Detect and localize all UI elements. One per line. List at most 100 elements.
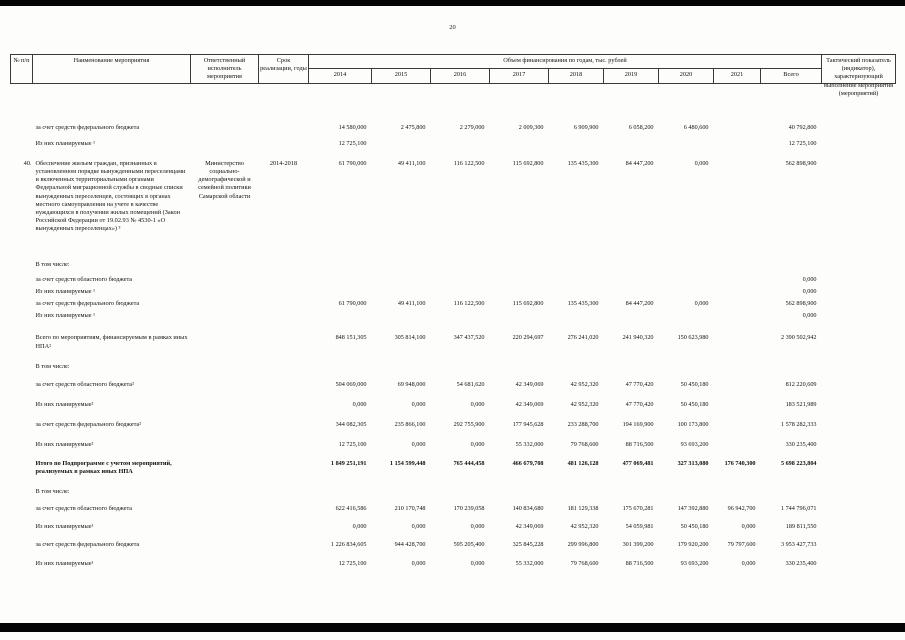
cell-value-Всего: 330 235,400 [785, 441, 817, 449]
cell-term [259, 355, 309, 375]
page-number: 20 [449, 24, 456, 31]
cell-value-2018: 79 768,600 [570, 441, 599, 449]
cell-term [259, 518, 309, 536]
cell-value-2015: 0,000 [411, 523, 426, 531]
cell-value-2014: 848 151,305 [335, 334, 367, 342]
cell-executor [191, 395, 259, 415]
cell-value-2017: 55 332,000 [515, 559, 544, 567]
cell-name: за счет средств областного бюджета² [35, 380, 134, 388]
cell-indicator [822, 456, 896, 480]
cell-value-2019: 47 770,420 [625, 380, 654, 388]
cell-value-Всего: 189 811,550 [785, 523, 817, 531]
cell-value-2019: 175 670,281 [622, 505, 654, 513]
cell-term: 2014-2018 [269, 159, 298, 167]
cell-value-2020: 0,000 [694, 299, 709, 307]
cell-num [11, 435, 33, 455]
cell-value-2018: 79 768,600 [570, 559, 599, 567]
cell-value-Всего [761, 237, 822, 273]
cell-value-2020 [659, 355, 714, 375]
cell-value-2021 [714, 83, 761, 136]
cell-term [259, 237, 309, 273]
col-header-name: Наименование мероприятия [32, 54, 191, 84]
cell-value-2019: 47 770,420 [625, 401, 654, 409]
cell-value-2014 [309, 274, 372, 286]
cell-value-2021 [714, 415, 761, 435]
cell-value-2019: 84 447,200 [625, 299, 654, 307]
col-header-num: № п/п [10, 54, 33, 84]
cell-indicator [822, 322, 896, 354]
table-row: за счет средств областного бюджета 622 41… [11, 500, 896, 518]
cell-indicator [822, 415, 896, 435]
cell-value-Всего: 2 390 502,942 [780, 334, 817, 342]
table-row: за счет средств областного бюджета 0,000 [11, 274, 896, 286]
cell-num [11, 237, 33, 273]
cell-value-2021 [714, 435, 761, 455]
cell-value-2018: 42 952,320 [570, 401, 599, 409]
cell-term [259, 395, 309, 415]
cell-indicator [822, 395, 896, 415]
cell-value-2021 [714, 322, 761, 354]
cell-name: за счет средств областного бюджета [35, 505, 133, 513]
table-body: за счет средств федерального бюджета 14 5… [11, 83, 896, 573]
cell-num [11, 298, 33, 310]
col-header-funding: Объем финансирования по годам, тыс. рубл… [307, 54, 823, 69]
cell-executor [191, 456, 259, 480]
cell-value-2019: 88 716,500 [625, 441, 654, 449]
cell-value-2021 [714, 286, 761, 298]
cell-value-2015: 49 411,100 [397, 299, 426, 307]
cell-indicator [822, 286, 896, 298]
cell-value-2016 [431, 274, 490, 286]
cell-indicator [822, 435, 896, 455]
col-header-year: 2016 [430, 67, 490, 84]
cell-value-2020: 100 173,800 [677, 421, 709, 429]
cell-value-2015 [372, 355, 431, 375]
cell-num [11, 83, 33, 136]
cell-value-2015 [372, 136, 431, 152]
cell-num [11, 415, 33, 435]
cell-num [11, 274, 33, 286]
cell-value-2018: 299 996,800 [567, 541, 599, 549]
cell-name: Из них планируемые² [35, 401, 94, 409]
cell-value-2018 [549, 310, 604, 322]
cell-executor [191, 310, 259, 322]
cell-value-2018: 135 435,300 [567, 299, 599, 307]
table-row: Итого по Подпрограмме с учетом мероприят… [11, 456, 896, 480]
table-row: Из них планируемые¹ 0,000 0,000 0,000 42 349… [11, 518, 896, 536]
cell-term [259, 555, 309, 573]
cell-value-2020 [659, 310, 714, 322]
cell-term [259, 286, 309, 298]
cell-value-2019: 194 169,900 [622, 421, 654, 429]
col-header-year: 2021 [713, 67, 761, 84]
col-header-year: 2020 [658, 67, 714, 84]
cell-value-2015 [372, 286, 431, 298]
table-row: В том числе: [11, 480, 896, 500]
cell-num [11, 536, 33, 554]
table-header: № п/п Наименование мероприятия Ответстве… [10, 54, 897, 97]
cell-executor [191, 298, 259, 310]
cell-value-Всего: 812 220,609 [785, 380, 817, 388]
cell-value-2018: 135 435,300 [567, 159, 599, 167]
header-row-years: 2014 2015 2016 2017 2018 2019 2020 2021 … [11, 67, 896, 84]
cell-executor [191, 518, 259, 536]
cell-num [11, 322, 33, 354]
cell-indicator [822, 480, 896, 500]
cell-term [259, 415, 309, 435]
cell-value-2015: 2 475,800 [400, 123, 426, 131]
cell-executor [191, 322, 259, 354]
cell-value-Всего: 5 698 223,804 [780, 459, 817, 467]
cell-executor: Министерство социально-демографической и… [198, 159, 251, 200]
cell-value-2014: 14 580,000 [338, 123, 367, 131]
cell-value-2014 [309, 286, 372, 298]
cell-value-Всего: 40 792,800 [788, 123, 817, 131]
cell-name: В том числе: [35, 362, 70, 370]
table-row: Из них планируемые ¹ 0,000 [11, 310, 896, 322]
cell-name: В том числе: [35, 261, 70, 269]
cell-value-Всего: 562 898,900 [785, 299, 817, 307]
cell-indicator [822, 310, 896, 322]
cell-value-2021 [714, 136, 761, 152]
cell-value-Всего: 562 898,900 [785, 159, 817, 167]
cell-value-2019: 477 069,481 [622, 459, 654, 467]
cell-name: Из них планируемые ¹ [35, 139, 96, 147]
cell-indicator [822, 274, 896, 286]
